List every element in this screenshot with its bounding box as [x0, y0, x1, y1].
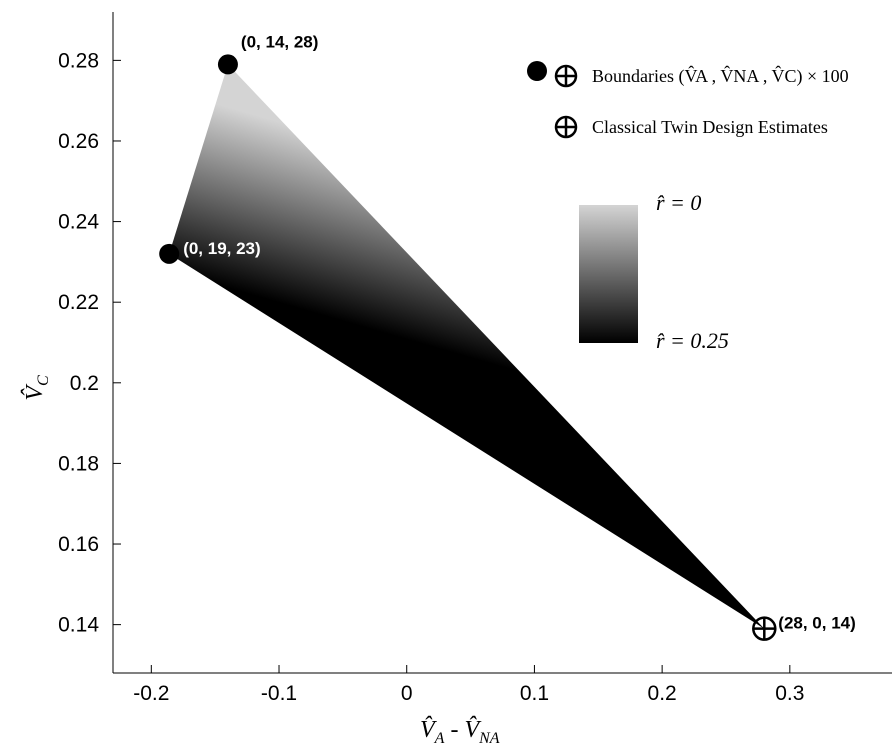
- legend-label-classical: Classical Twin Design Estimates: [592, 117, 828, 137]
- point-label: (0, 14, 28): [241, 32, 319, 51]
- y-tick-label: 0.2: [70, 372, 99, 395]
- y-tick-label: 0.26: [58, 130, 99, 153]
- point-label: (0, 19, 23): [183, 239, 261, 258]
- legend-label-boundaries: Boundaries (V̂A , V̂NA , V̂C) × 100: [592, 66, 849, 87]
- shaded-region: [169, 64, 765, 629]
- boundary-point: [159, 243, 180, 264]
- x-axis-label: V̂A - V̂NA: [420, 716, 500, 747]
- colorbar-bottom-label: r̂ = 0.25: [656, 328, 729, 353]
- y-tick-label: 0.28: [58, 49, 99, 72]
- y-axis-label: V̂C: [21, 375, 52, 401]
- colorbar-top-label: r̂ = 0: [656, 190, 701, 215]
- colorbar: [579, 205, 638, 343]
- y-tick-label: 0.18: [58, 452, 99, 475]
- legend-filled-circle-marker: [527, 61, 547, 81]
- x-tick-label: 0: [401, 682, 413, 705]
- boundary-point: [217, 54, 238, 75]
- x-tick-label: 0.3: [775, 682, 804, 705]
- x-tick-label: -0.2: [133, 682, 169, 705]
- x-tick-label: 0.2: [648, 682, 677, 705]
- y-tick-label: 0.16: [58, 533, 99, 556]
- x-tick-label: 0.1: [520, 682, 549, 705]
- legend-circled-plus-marker: [554, 115, 578, 139]
- legend-circled-plus-marker: [554, 64, 578, 88]
- x-tick-label: -0.1: [261, 682, 297, 705]
- y-tick-label: 0.22: [58, 291, 99, 314]
- y-tick-label: 0.24: [58, 211, 99, 234]
- point-label: (28, 0, 14): [778, 614, 856, 633]
- classical-estimate-point: [752, 616, 777, 641]
- legend: Boundaries (V̂A , V̂NA , V̂C) × 100 Clas…: [527, 61, 849, 139]
- y-tick-label: 0.14: [58, 614, 99, 637]
